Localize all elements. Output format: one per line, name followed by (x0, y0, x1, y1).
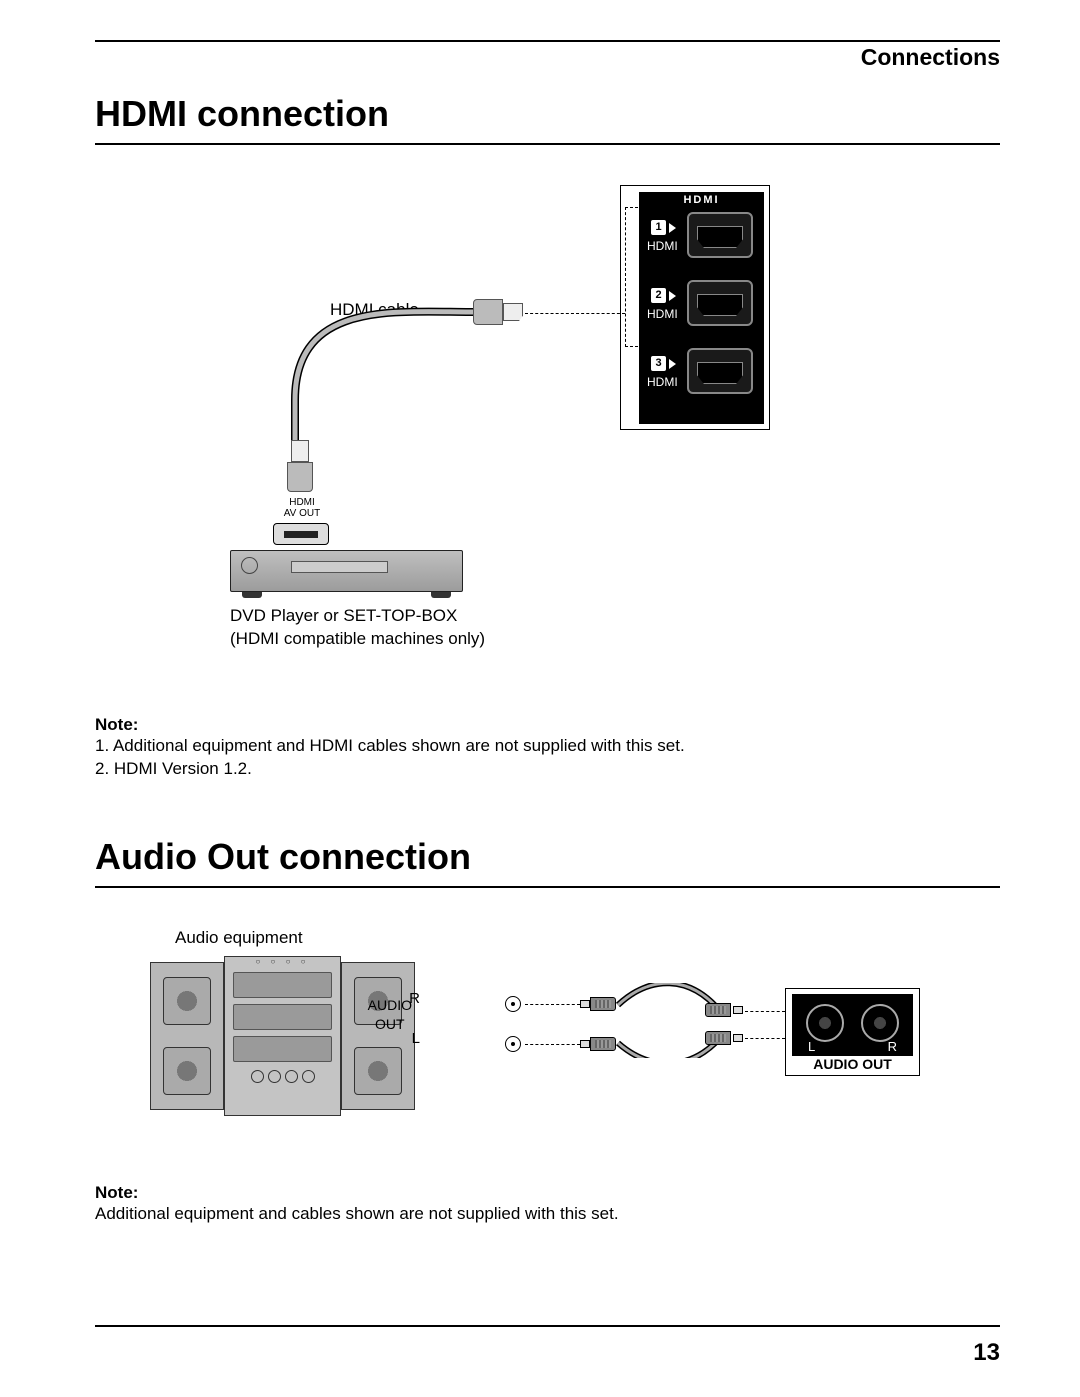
audio-equipment-label: Audio equipment (175, 928, 303, 948)
rca-plug-icon (705, 1003, 743, 1017)
hdmi-port-icon (687, 348, 753, 394)
audio-panel-caption: AUDIO OUT (786, 1056, 919, 1072)
dash-line-icon (745, 1011, 785, 1012)
hdmi-diagram: HDMI cable HDMI 1 HDMI 2 HDMI 3 (95, 185, 1000, 705)
audio-cable-icon (610, 983, 730, 1058)
page-number: 13 (973, 1339, 1000, 1367)
audio-out-label: AUDIO OUT (368, 996, 412, 1035)
audio-note-text: Additional equipment and cables shown ar… (95, 1203, 1000, 1226)
hdmi-heading: HDMI connection (95, 93, 1000, 145)
dash-line-icon (745, 1038, 785, 1039)
arrow-icon (669, 359, 676, 369)
dash-line-icon (525, 1004, 580, 1005)
speaker-left-icon (150, 962, 224, 1110)
audio-heading: Audio Out connection (95, 836, 1000, 888)
hdmi-avout-label: HDMI AV OUT (279, 497, 325, 519)
dash-line-icon (525, 1044, 580, 1045)
hdmi-logo: HDMI (639, 192, 764, 206)
audio-port-l-icon (806, 1004, 844, 1042)
audio-note-label: Note: (95, 1183, 1000, 1203)
speaker-right-icon (341, 962, 415, 1110)
dvd-caption: DVD Player or SET-TOP-BOX (HDMI compatib… (230, 605, 485, 651)
hdmi-avout-slot-icon (273, 523, 329, 545)
hdmi-note-label: Note: (95, 715, 1000, 735)
hdmi-plug-player-end (281, 440, 319, 495)
audio-panel-r-label: R (888, 1039, 897, 1054)
audio-out-panel: L R AUDIO OUT (785, 988, 920, 1076)
top-rule (95, 40, 1000, 42)
hdmi-port-3-num: 3 (651, 356, 666, 371)
rca-plug-icon (705, 1031, 743, 1045)
audio-diagram: Audio equipment ○ ○ ○ ○ R L AUDIO OUT (95, 928, 1000, 1158)
section-header: Connections (95, 44, 1000, 75)
hdmi-port-3-label: HDMI (647, 375, 678, 389)
rca-jack-l-icon (505, 1036, 521, 1052)
hdmi-note-2: 2. HDMI Version 1.2. (95, 758, 1000, 781)
hdmi-note-1: 1. Additional equipment and HDMI cables … (95, 735, 1000, 758)
dvd-caption-line2: (HDMI compatible machines only) (230, 629, 485, 648)
hdmi-port-3: 3 HDMI (639, 342, 764, 410)
hdmi-port-icon (687, 212, 753, 258)
audio-panel-l-label: L (808, 1039, 815, 1054)
dvd-feet-icon (230, 592, 463, 600)
hdmi-selection-box (625, 207, 683, 347)
dvd-player-icon (230, 550, 463, 592)
rca-jack-r-icon (505, 996, 521, 1012)
hdmi-dash-line (525, 313, 625, 314)
audio-port-r-icon (861, 1004, 899, 1042)
footer-rule (95, 1325, 1000, 1327)
dvd-caption-line1: DVD Player or SET-TOP-BOX (230, 606, 457, 625)
manual-page: Connections HDMI connection HDMI cable H… (0, 0, 1080, 1397)
hdmi-port-icon (687, 280, 753, 326)
stereo-center-icon: ○ ○ ○ ○ (224, 956, 341, 1116)
channel-l-label: L (412, 1028, 420, 1049)
